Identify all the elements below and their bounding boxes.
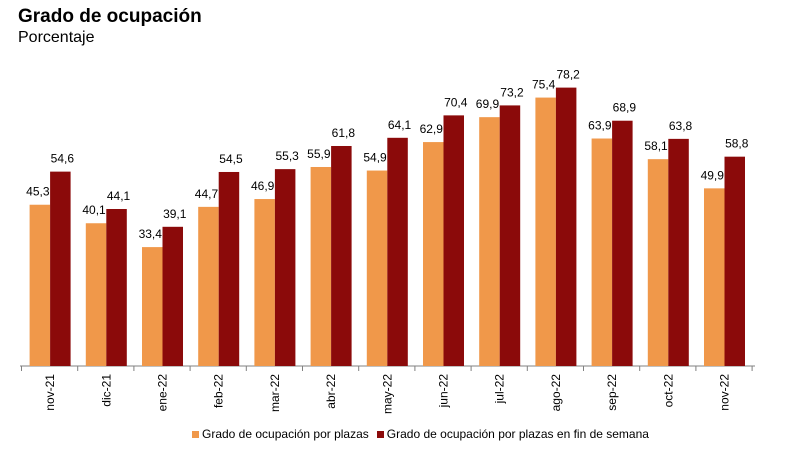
bar-fin-de-semana bbox=[274, 169, 296, 366]
data-label: 55,3 bbox=[275, 149, 299, 163]
data-label: 78,2 bbox=[556, 68, 580, 82]
bar-plazas bbox=[647, 159, 669, 366]
category-label: ago-22 bbox=[549, 374, 563, 412]
data-label: 54,9 bbox=[363, 151, 387, 165]
data-label: 33,4 bbox=[139, 227, 163, 241]
category-label: abr-22 bbox=[324, 374, 338, 409]
bar-plazas bbox=[142, 247, 163, 366]
bar-plazas bbox=[704, 188, 725, 366]
bar-fin-de-semana bbox=[50, 171, 71, 366]
bar-fin-de-semana bbox=[443, 115, 464, 366]
bar-plazas bbox=[310, 166, 332, 366]
chart-title: Grado de ocupación bbox=[18, 6, 202, 27]
bar-plazas bbox=[29, 204, 51, 366]
category-label: sep-22 bbox=[605, 374, 619, 411]
legend-swatch-fin-de-semana bbox=[376, 430, 384, 438]
bar-plazas bbox=[366, 170, 388, 366]
data-label: 44,7 bbox=[195, 187, 219, 201]
category-label: mar-22 bbox=[268, 374, 282, 412]
bar-plazas bbox=[198, 206, 219, 366]
category-label: ene-22 bbox=[156, 374, 170, 412]
data-label: 69,9 bbox=[476, 97, 500, 111]
data-label: 54,5 bbox=[219, 152, 243, 166]
bar-fin-de-semana bbox=[162, 226, 183, 366]
bar-plazas bbox=[423, 142, 444, 366]
bar-plazas bbox=[85, 223, 107, 366]
legend-item-plazas: Grado de ocupación por plazas bbox=[192, 427, 369, 441]
data-label: 63,8 bbox=[669, 119, 693, 133]
bar-fin-de-semana bbox=[331, 145, 352, 366]
category-label: nov-21 bbox=[43, 374, 57, 411]
data-label: 54,6 bbox=[51, 152, 75, 166]
bar-fin-de-semana bbox=[555, 87, 577, 366]
data-label: 46,9 bbox=[251, 179, 275, 193]
data-label: 63,9 bbox=[588, 119, 612, 133]
category-label: nov-22 bbox=[718, 374, 732, 411]
data-label: 58,1 bbox=[644, 139, 668, 153]
data-label: 49,9 bbox=[701, 168, 725, 182]
bar-fin-de-semana bbox=[612, 120, 633, 366]
bar-fin-de-semana bbox=[218, 171, 240, 366]
data-label: 62,9 bbox=[420, 122, 444, 136]
data-label: 40,1 bbox=[82, 203, 106, 217]
data-label: 61,8 bbox=[332, 126, 356, 140]
data-label: 39,1 bbox=[163, 207, 187, 221]
bar-plazas bbox=[479, 117, 500, 366]
bar-fin-de-semana bbox=[387, 137, 408, 366]
bar-plazas bbox=[535, 97, 556, 367]
category-label: oct-22 bbox=[661, 374, 675, 408]
chart-subtitle: Porcentaje bbox=[18, 29, 95, 46]
data-label: 55,9 bbox=[307, 147, 331, 161]
bar-fin-de-semana bbox=[499, 105, 521, 367]
legend-swatch-plazas bbox=[192, 430, 199, 438]
bar-plazas bbox=[591, 138, 613, 366]
category-label: dic-21 bbox=[99, 374, 113, 407]
data-label: 70,4 bbox=[444, 95, 468, 109]
bar-fin-de-semana bbox=[724, 156, 745, 366]
legend-label-plazas: Grado de ocupación por plazas bbox=[202, 427, 369, 441]
category-label: feb-22 bbox=[212, 374, 226, 408]
bar-fin-de-semana bbox=[106, 209, 127, 366]
legend-label-fin-de-semana: Grado de ocupación por plazas en fin de … bbox=[386, 427, 649, 441]
data-label: 73,2 bbox=[500, 85, 524, 99]
data-label: 64,1 bbox=[388, 118, 412, 132]
category-label: jul-22 bbox=[493, 374, 507, 405]
category-label: may-22 bbox=[380, 374, 394, 414]
data-label: 45,3 bbox=[26, 185, 50, 199]
data-label: 44,1 bbox=[107, 189, 131, 203]
legend-item-fin-de-semana: Grado de ocupación por plazas en fin de … bbox=[376, 427, 649, 441]
category-label: jun-22 bbox=[437, 374, 451, 409]
data-label: 75,4 bbox=[532, 78, 556, 92]
bar-plazas bbox=[254, 199, 275, 366]
data-label: 68,9 bbox=[613, 101, 637, 115]
data-label: 58,8 bbox=[725, 137, 749, 151]
bar-fin-de-semana bbox=[668, 138, 689, 366]
chart-legend: Grado de ocupación por plazas Grado de o… bbox=[192, 427, 657, 441]
